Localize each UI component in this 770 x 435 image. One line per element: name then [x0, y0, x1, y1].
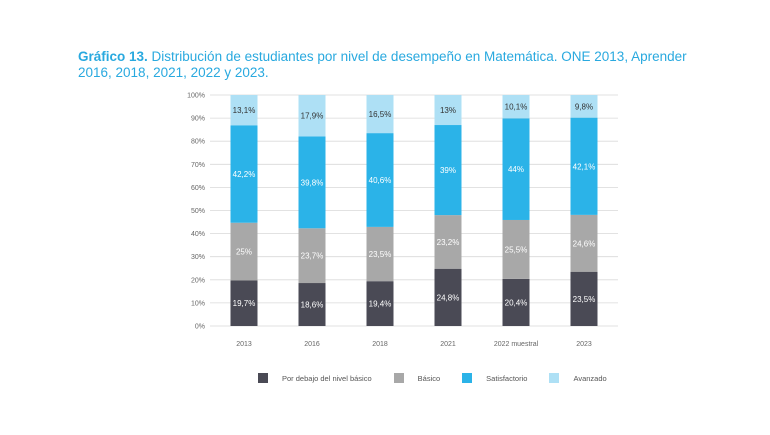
data-label: 10,1%	[505, 103, 528, 112]
data-label: 25%	[236, 248, 252, 257]
legend-swatch	[258, 373, 268, 383]
data-label: 42,1%	[573, 162, 596, 171]
legend-swatch	[393, 373, 404, 383]
data-label: 19,7%	[233, 299, 256, 308]
x-tick-label: 2022 muestral	[494, 341, 539, 348]
data-label: 20,4%	[505, 298, 528, 307]
y-tick-label: 70%	[191, 162, 205, 169]
data-label: 16,5%	[369, 110, 392, 119]
y-tick-label: 40%	[191, 231, 205, 238]
bar-segment	[366, 226, 394, 282]
data-label: 24,6%	[573, 239, 596, 248]
data-label: 23,7%	[301, 252, 324, 261]
y-tick-label: 90%	[191, 116, 205, 123]
y-tick-label: 60%	[191, 185, 205, 192]
chart-legend: Por debajo del nivel básico Básico Satis…	[258, 373, 629, 383]
y-tick-label: 0%	[195, 324, 205, 331]
bar-segment	[502, 118, 530, 220]
data-label: 39%	[440, 166, 456, 175]
chart-title-prefix: Gráfico 13.	[78, 49, 148, 64]
bar-segment	[502, 219, 530, 279]
bar-segment	[366, 95, 394, 134]
bar-segment	[434, 125, 462, 216]
legend-label: Por debajo del nivel básico	[282, 373, 372, 383]
bar-segment	[298, 228, 326, 284]
bar-segment	[366, 133, 394, 227]
data-label: 39,8%	[301, 178, 324, 187]
data-label: 9,8%	[575, 102, 593, 111]
y-tick-label: 30%	[191, 254, 205, 261]
data-label: 23,5%	[573, 295, 596, 304]
data-label: 24,8%	[437, 293, 460, 302]
y-tick-label: 20%	[191, 277, 205, 284]
data-label: 42,2%	[233, 170, 256, 179]
x-tick-label: 2023	[576, 341, 592, 348]
data-label: 17,9%	[301, 112, 324, 121]
y-tick-label: 80%	[191, 139, 205, 146]
legend-label: Avanzado	[573, 373, 607, 383]
bar-segment	[230, 95, 258, 126]
data-label: 40,6%	[369, 176, 392, 185]
bar-segment	[502, 95, 530, 119]
bar-segment	[366, 281, 394, 326]
bar-segment	[230, 280, 258, 326]
legend-label: Básico	[417, 373, 441, 383]
legend-item: Básico	[393, 373, 441, 383]
data-label: 25,5%	[505, 245, 528, 254]
legend-swatch	[462, 373, 473, 383]
data-label: 18,6%	[301, 301, 324, 310]
bar-segment	[570, 117, 598, 215]
x-tick-label: 2016	[304, 341, 320, 348]
x-tick-label: 2018	[372, 341, 388, 348]
legend-label: Satisfactorio	[486, 373, 528, 383]
data-label: 44%	[508, 165, 524, 174]
y-tick-label: 50%	[191, 208, 205, 215]
data-label: 13%	[440, 106, 456, 115]
data-label: 19,4%	[369, 300, 392, 309]
legend-item: Avanzado	[549, 373, 607, 383]
bar-segment	[298, 136, 326, 229]
bar-segment	[434, 215, 462, 269]
bar-segment	[230, 125, 258, 223]
chart-title: Gráfico 13. Distribución de estudiantes …	[78, 49, 718, 81]
bar-segment	[298, 283, 326, 326]
y-tick-label: 100%	[187, 93, 205, 100]
x-tick-label: 2021	[440, 341, 456, 348]
legend-swatch	[549, 373, 560, 383]
data-label: 23,5%	[369, 250, 392, 259]
bar-segment	[434, 95, 462, 126]
bar-segment	[570, 95, 598, 118]
bar-segment	[230, 222, 258, 281]
data-label: 23,2%	[437, 238, 460, 247]
bar-segment	[502, 278, 530, 326]
bar-segment	[434, 268, 462, 326]
chart-title-text: Distribución de estudiantes por nivel de…	[78, 49, 687, 80]
legend-item: Satisfactorio	[462, 373, 527, 383]
data-label: 13,1%	[233, 106, 256, 115]
y-tick-label: 10%	[191, 300, 205, 307]
x-tick-label: 2013	[236, 341, 252, 348]
legend-item: Por debajo del nivel básico	[258, 373, 372, 383]
bar-segment	[570, 271, 598, 326]
bar-segment	[298, 95, 326, 137]
bar-segment	[570, 214, 598, 272]
